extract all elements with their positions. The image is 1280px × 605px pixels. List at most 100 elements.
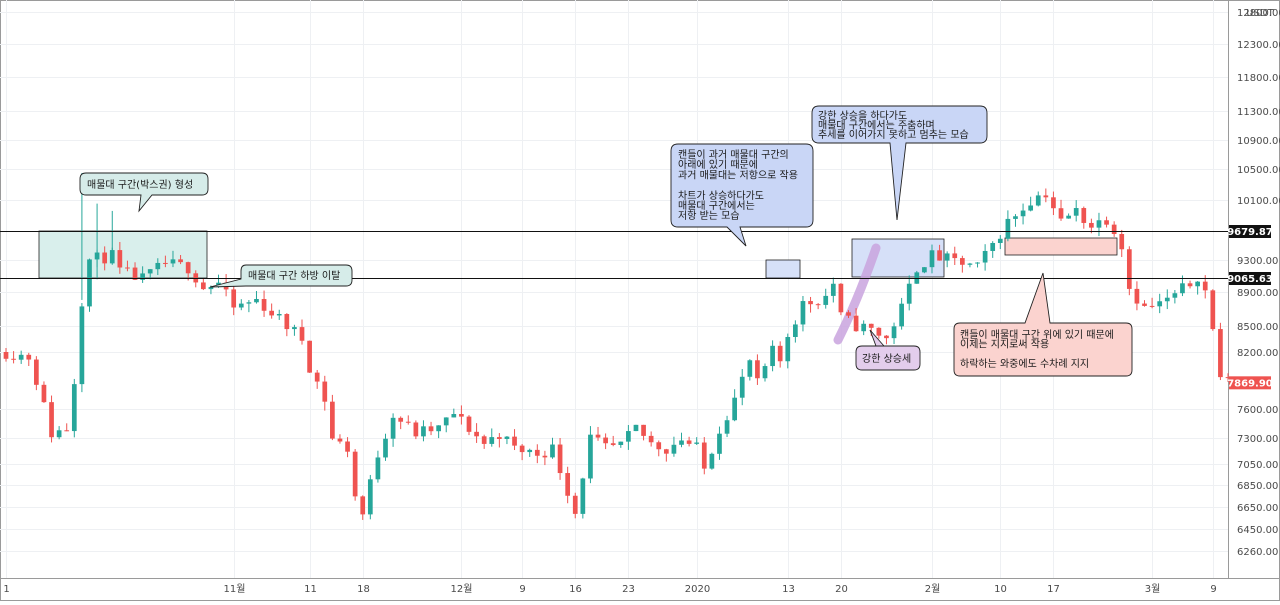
- candle: [405, 415, 411, 425]
- candle: [610, 435, 616, 447]
- candle: [1081, 206, 1087, 229]
- candle: [1089, 218, 1094, 234]
- price-tick-label: 7300.00: [1237, 434, 1278, 445]
- callout-stall[interactable]: 강한 상승을 하다가도 매물대 구간에서는 주춤하며 추세를 이어가지 못하고 멈추…: [811, 105, 988, 221]
- callout-box-formation[interactable]: 매물대 구간(박스권) 형성: [79, 172, 209, 213]
- candle: [648, 431, 654, 447]
- callout-support[interactable]: 캔들이 매물대 구간 위에 있기 때문에 이제는 지지로써 작용 하락하는 와중에…: [953, 272, 1133, 377]
- note-line: 캔들이 과거 매물대 구간의: [678, 149, 789, 161]
- candle: [656, 440, 662, 457]
- candle: [1149, 297, 1155, 309]
- candle: [1126, 246, 1132, 296]
- candle: [330, 394, 335, 441]
- candle: [314, 369, 320, 389]
- note-line: 하락하는 와중에도 수차례 지지: [960, 357, 1089, 370]
- candle: [1202, 275, 1208, 299]
- candle: [686, 436, 692, 447]
- candle: [34, 356, 39, 391]
- time-axis[interactable]: 1 11월 11 18 12월 9 16 23 2020 13 20 2월 10 17 3월 9: [3, 583, 1216, 595]
- candle: [838, 283, 844, 316]
- candle: [1051, 191, 1056, 216]
- candle: [337, 434, 343, 444]
- candle: [322, 375, 328, 411]
- candle: [1210, 289, 1216, 331]
- candle: [906, 275, 912, 311]
- price-tick-label: 10100.00: [1237, 196, 1280, 207]
- candle: [724, 415, 730, 438]
- candle: [299, 319, 305, 345]
- price-tick-label: 6850.00: [1237, 481, 1278, 492]
- candle: [276, 309, 282, 320]
- candle: [170, 250, 176, 268]
- candle: [497, 433, 502, 448]
- time-tick-label: 23: [622, 584, 635, 595]
- price-axis[interactable]: 12800.00 12300.00 11800.00 11300.00 10900.00…: [1237, 8, 1280, 558]
- candle: [246, 300, 252, 313]
- callout-breakdown[interactable]: 매물대 구간 하방 이탈: [209, 264, 353, 288]
- candle: [694, 437, 700, 445]
- candle: [785, 333, 791, 369]
- candle: [504, 435, 510, 445]
- resistance-note-text: 캔들이 과거 매물대 구간의 아래에 있기 때문에 과거 매물대는 저항으로 작용 …: [678, 149, 798, 222]
- candle: [588, 426, 593, 484]
- stall-note-text: 강한 상승을 하다가도 매물대 구간에서는 주춤하며 추세를 이어가지 못하고 멈추…: [818, 109, 969, 141]
- candle: [390, 413, 396, 447]
- candle: [132, 262, 138, 281]
- candle: [1066, 213, 1071, 219]
- candle: [436, 425, 441, 439]
- candle: [26, 352, 32, 366]
- candle: [443, 417, 449, 433]
- candle: [1096, 212, 1102, 237]
- price-tick-label: 11800.00: [1237, 73, 1280, 84]
- price-tick-label: 7050.00: [1237, 460, 1278, 471]
- candle: [709, 452, 715, 470]
- candle: [269, 303, 275, 319]
- candle: [1134, 281, 1140, 311]
- candle: [451, 408, 457, 418]
- candle: [49, 395, 54, 443]
- callout-strong-rise[interactable]: 강한 상승세: [855, 329, 921, 371]
- candle: [1157, 293, 1163, 314]
- time-tick-label: 16: [569, 584, 582, 595]
- candle: [18, 350, 24, 364]
- callout-resistance[interactable]: 캔들이 과거 매물대 구간의 아래에 있기 때문에 과거 매물대는 저항으로 작용 …: [670, 143, 814, 247]
- support-box: [1004, 237, 1118, 256]
- candle: [421, 420, 426, 442]
- candle: [1119, 229, 1125, 258]
- price-tick-label: 8200.00: [1237, 348, 1278, 359]
- support-note-text: 캔들이 매물대 구간 위에 있기 때문에 이제는 지지로써 작용 하락하는 와중에…: [960, 328, 1114, 370]
- candle: [967, 262, 973, 268]
- candle: [428, 421, 434, 436]
- price-tick-label: 7600.00: [1237, 405, 1278, 416]
- currency-label: USDT: [1246, 8, 1274, 19]
- candle: [413, 420, 419, 440]
- candle: [1020, 203, 1026, 225]
- candle: [550, 437, 555, 459]
- candle: [147, 269, 153, 280]
- candle: [747, 359, 753, 381]
- candle: [519, 444, 525, 461]
- candle: [383, 433, 388, 461]
- candle: [1104, 216, 1109, 228]
- candle: [155, 258, 161, 276]
- last-price-tag: 7869.90: [1227, 376, 1273, 390]
- candle: [489, 428, 495, 447]
- candle: [1195, 281, 1200, 295]
- candle: [360, 495, 366, 520]
- candle: [375, 450, 381, 483]
- candlesticks[interactable]: [3, 172, 1231, 520]
- svg-text:9679.87: 9679.87: [1227, 227, 1273, 238]
- svg-text:매물대 구간(박스권) 형성: 매물대 구간(박스권) 형성: [87, 179, 193, 191]
- time-tick-label: 2020: [685, 584, 710, 595]
- candle: [937, 244, 942, 261]
- price-tag-upper: 9679.87: [1227, 225, 1273, 238]
- price-tick-label: 9300.00: [1237, 256, 1278, 267]
- candle: [254, 290, 259, 304]
- candle: [1164, 289, 1170, 310]
- candle: [1013, 214, 1018, 227]
- time-tick-label: 20: [835, 584, 848, 595]
- candle: [701, 437, 707, 475]
- candle: [284, 313, 290, 337]
